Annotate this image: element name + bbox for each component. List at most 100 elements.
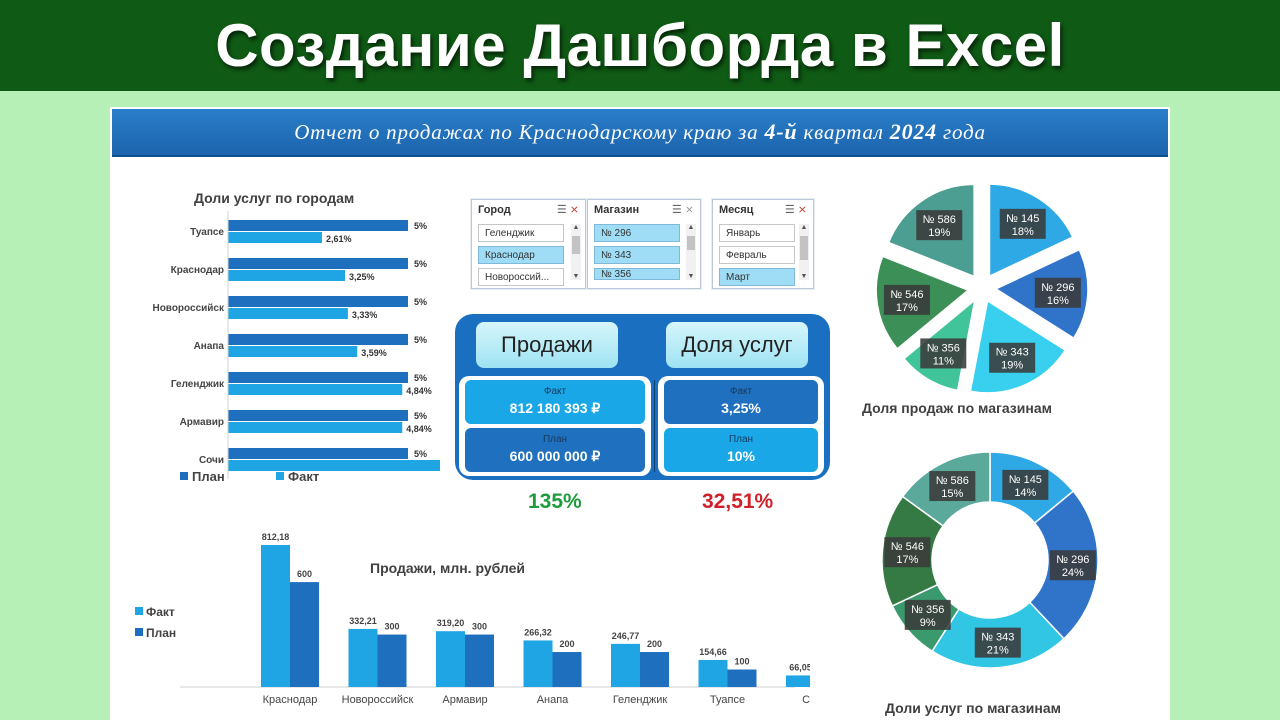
fact-bar xyxy=(436,631,465,687)
slicer-store-header: Магазин xyxy=(594,204,640,216)
category-label: Армавир xyxy=(442,694,487,706)
kpi-share-plan: План 10% xyxy=(664,428,818,472)
slicer-month-item[interactable]: Февраль xyxy=(719,246,795,264)
slicer-city-item[interactable]: Геленджик xyxy=(478,224,564,242)
fact-data-label: 266,32 xyxy=(524,627,552,637)
report-title-part1: Отчет о продажах по Краснодарскому краю … xyxy=(294,120,765,144)
data-label-box xyxy=(920,338,967,369)
fact-bar xyxy=(228,422,403,433)
kpi-sales-fact-value: 812 180 393 ₽ xyxy=(509,400,601,416)
fact-bar xyxy=(228,346,358,357)
plan-bar xyxy=(465,634,494,687)
category-label: Новороссийск xyxy=(342,694,414,706)
fact-data-label: 4,84% xyxy=(406,424,432,434)
report-title-part3: года xyxy=(936,120,986,144)
slice-category-label: № 343 xyxy=(981,632,1014,644)
slicer-city-item[interactable]: Новороссий... xyxy=(478,268,564,286)
kpi-share-panel: Факт 3,25% План 10% xyxy=(658,376,824,476)
multiselect-icon[interactable]: ☰ xyxy=(671,204,682,216)
slicer-month-scrollbar[interactable]: ▲ ▼ xyxy=(799,224,809,280)
sales-bar-chart-title: Продажи, млн. рублей xyxy=(370,560,526,576)
slice-category-label: № 546 xyxy=(890,289,923,301)
category-label: Сочи xyxy=(802,694,810,706)
fact-data-label: 3,25% xyxy=(349,272,375,282)
data-label-box xyxy=(916,210,963,241)
fact-bar xyxy=(348,628,378,687)
data-label-box xyxy=(884,537,931,568)
data-label-box xyxy=(929,471,976,502)
fact-data-label: 66,05 xyxy=(789,662,810,672)
legend-fact-label: Факт xyxy=(146,605,175,619)
city-label: Туапсе xyxy=(190,227,224,238)
fact-data-label: 154,66 xyxy=(699,647,727,657)
plan-data-label: 200 xyxy=(559,639,574,649)
plan-data-label: 5% xyxy=(414,335,427,345)
slicer-store-item[interactable]: № 356 xyxy=(594,268,680,280)
plan-data-label: 600 xyxy=(297,569,312,579)
kpi-share-title: Доля услуг xyxy=(666,322,808,368)
city-label: Геленджик xyxy=(171,379,225,390)
city-label: Сочи xyxy=(199,455,224,466)
slice-value-label: 14% xyxy=(1014,487,1036,499)
plan-bar xyxy=(290,582,319,687)
banner-title: Создание Дашборда в Excel xyxy=(215,12,1065,79)
slice-value-label: 19% xyxy=(1001,360,1023,372)
city-label: Анапа xyxy=(194,341,225,352)
fact-bar xyxy=(698,659,728,687)
slice-category-label: № 356 xyxy=(911,604,944,616)
plan-data-label: 5% xyxy=(414,259,427,269)
plan-data-label: 5% xyxy=(414,297,427,307)
plan-bar xyxy=(228,334,408,345)
report-header: Отчет о продажах по Краснодарскому краю … xyxy=(112,109,1168,157)
kpi-share-fact-label: Факт xyxy=(729,386,753,397)
kpi-share-plan-value: 10% xyxy=(726,448,756,464)
plan-data-label: 200 xyxy=(647,639,662,649)
multiselect-icon[interactable]: ☰ xyxy=(556,204,567,216)
category-label: Анапа xyxy=(537,694,569,706)
slicer-month-item[interactable]: Март xyxy=(719,268,795,286)
fact-bar xyxy=(228,460,440,471)
data-label-box xyxy=(1002,469,1049,500)
city-share-chart: Туапсе 5% 2,61% Краснодар 5% 3,25% Новороссийс… xyxy=(152,211,440,484)
slice-value-label: 11% xyxy=(933,355,954,367)
slicer-city-scrollbar[interactable]: ▲ ▼ xyxy=(571,224,581,280)
plan-data-label: 5% xyxy=(414,411,427,421)
report-quarter: 4-й xyxy=(764,119,798,144)
fact-data-label: 246,77 xyxy=(612,631,640,641)
clear-filter-icon[interactable]: ⨯ xyxy=(569,204,579,216)
fact-data-label: 319,20 xyxy=(437,618,465,628)
slicer-store-item[interactable]: № 296 xyxy=(594,224,680,242)
kpi-sales-percent: 135% xyxy=(528,490,582,513)
plan-bar xyxy=(228,296,408,307)
plan-data-label: 5% xyxy=(414,449,427,459)
legend-fact-swatch xyxy=(135,607,143,615)
slicer-city-header: Город xyxy=(478,204,511,216)
kpi-card: Продажи Доля услуг Факт 812 180 393 ₽ Пл… xyxy=(455,314,830,480)
multiselect-icon[interactable]: ☰ xyxy=(784,204,795,216)
fact-bar xyxy=(228,270,345,281)
slice-value-label: 15% xyxy=(941,488,963,500)
slicer-city[interactable]: Город ☰ ⨯ Геленджик Краснодар Новороссий… xyxy=(471,199,586,289)
legend-plan-swatch xyxy=(135,628,143,636)
city-label: Краснодар xyxy=(171,265,224,276)
slicer-store[interactable]: Магазин ☰ ⨯ № 296 № 343 № 356 ▲ ▼ xyxy=(587,199,701,289)
fact-bar xyxy=(261,545,290,687)
slice-value-label: 16% xyxy=(1047,295,1069,307)
data-label-box xyxy=(989,342,1036,373)
slicer-month[interactable]: Месяц ☰ ⨯ Январь Февраль Март ▲ ▼ xyxy=(712,199,814,289)
slicer-store-item[interactable]: № 343 xyxy=(594,246,680,264)
slicer-month-item[interactable]: Январь xyxy=(719,224,795,242)
dashboard-sheet: Отчет о продажах по Краснодарскому краю … xyxy=(110,107,1170,720)
slice-category-label: № 546 xyxy=(891,541,924,553)
slice-category-label: № 296 xyxy=(1056,554,1089,566)
fact-bar xyxy=(228,232,322,243)
fact-bar xyxy=(786,675,810,687)
city-label: Новороссийск xyxy=(152,303,225,314)
kpi-sales-fact-label: Факт xyxy=(543,386,567,397)
slicer-city-item[interactable]: Краснодар xyxy=(478,246,564,264)
slicer-store-scrollbar[interactable]: ▲ ▼ xyxy=(686,224,696,280)
clear-filter-icon[interactable]: ⨯ xyxy=(684,204,694,216)
clear-filter-icon[interactable]: ⨯ xyxy=(797,204,807,216)
